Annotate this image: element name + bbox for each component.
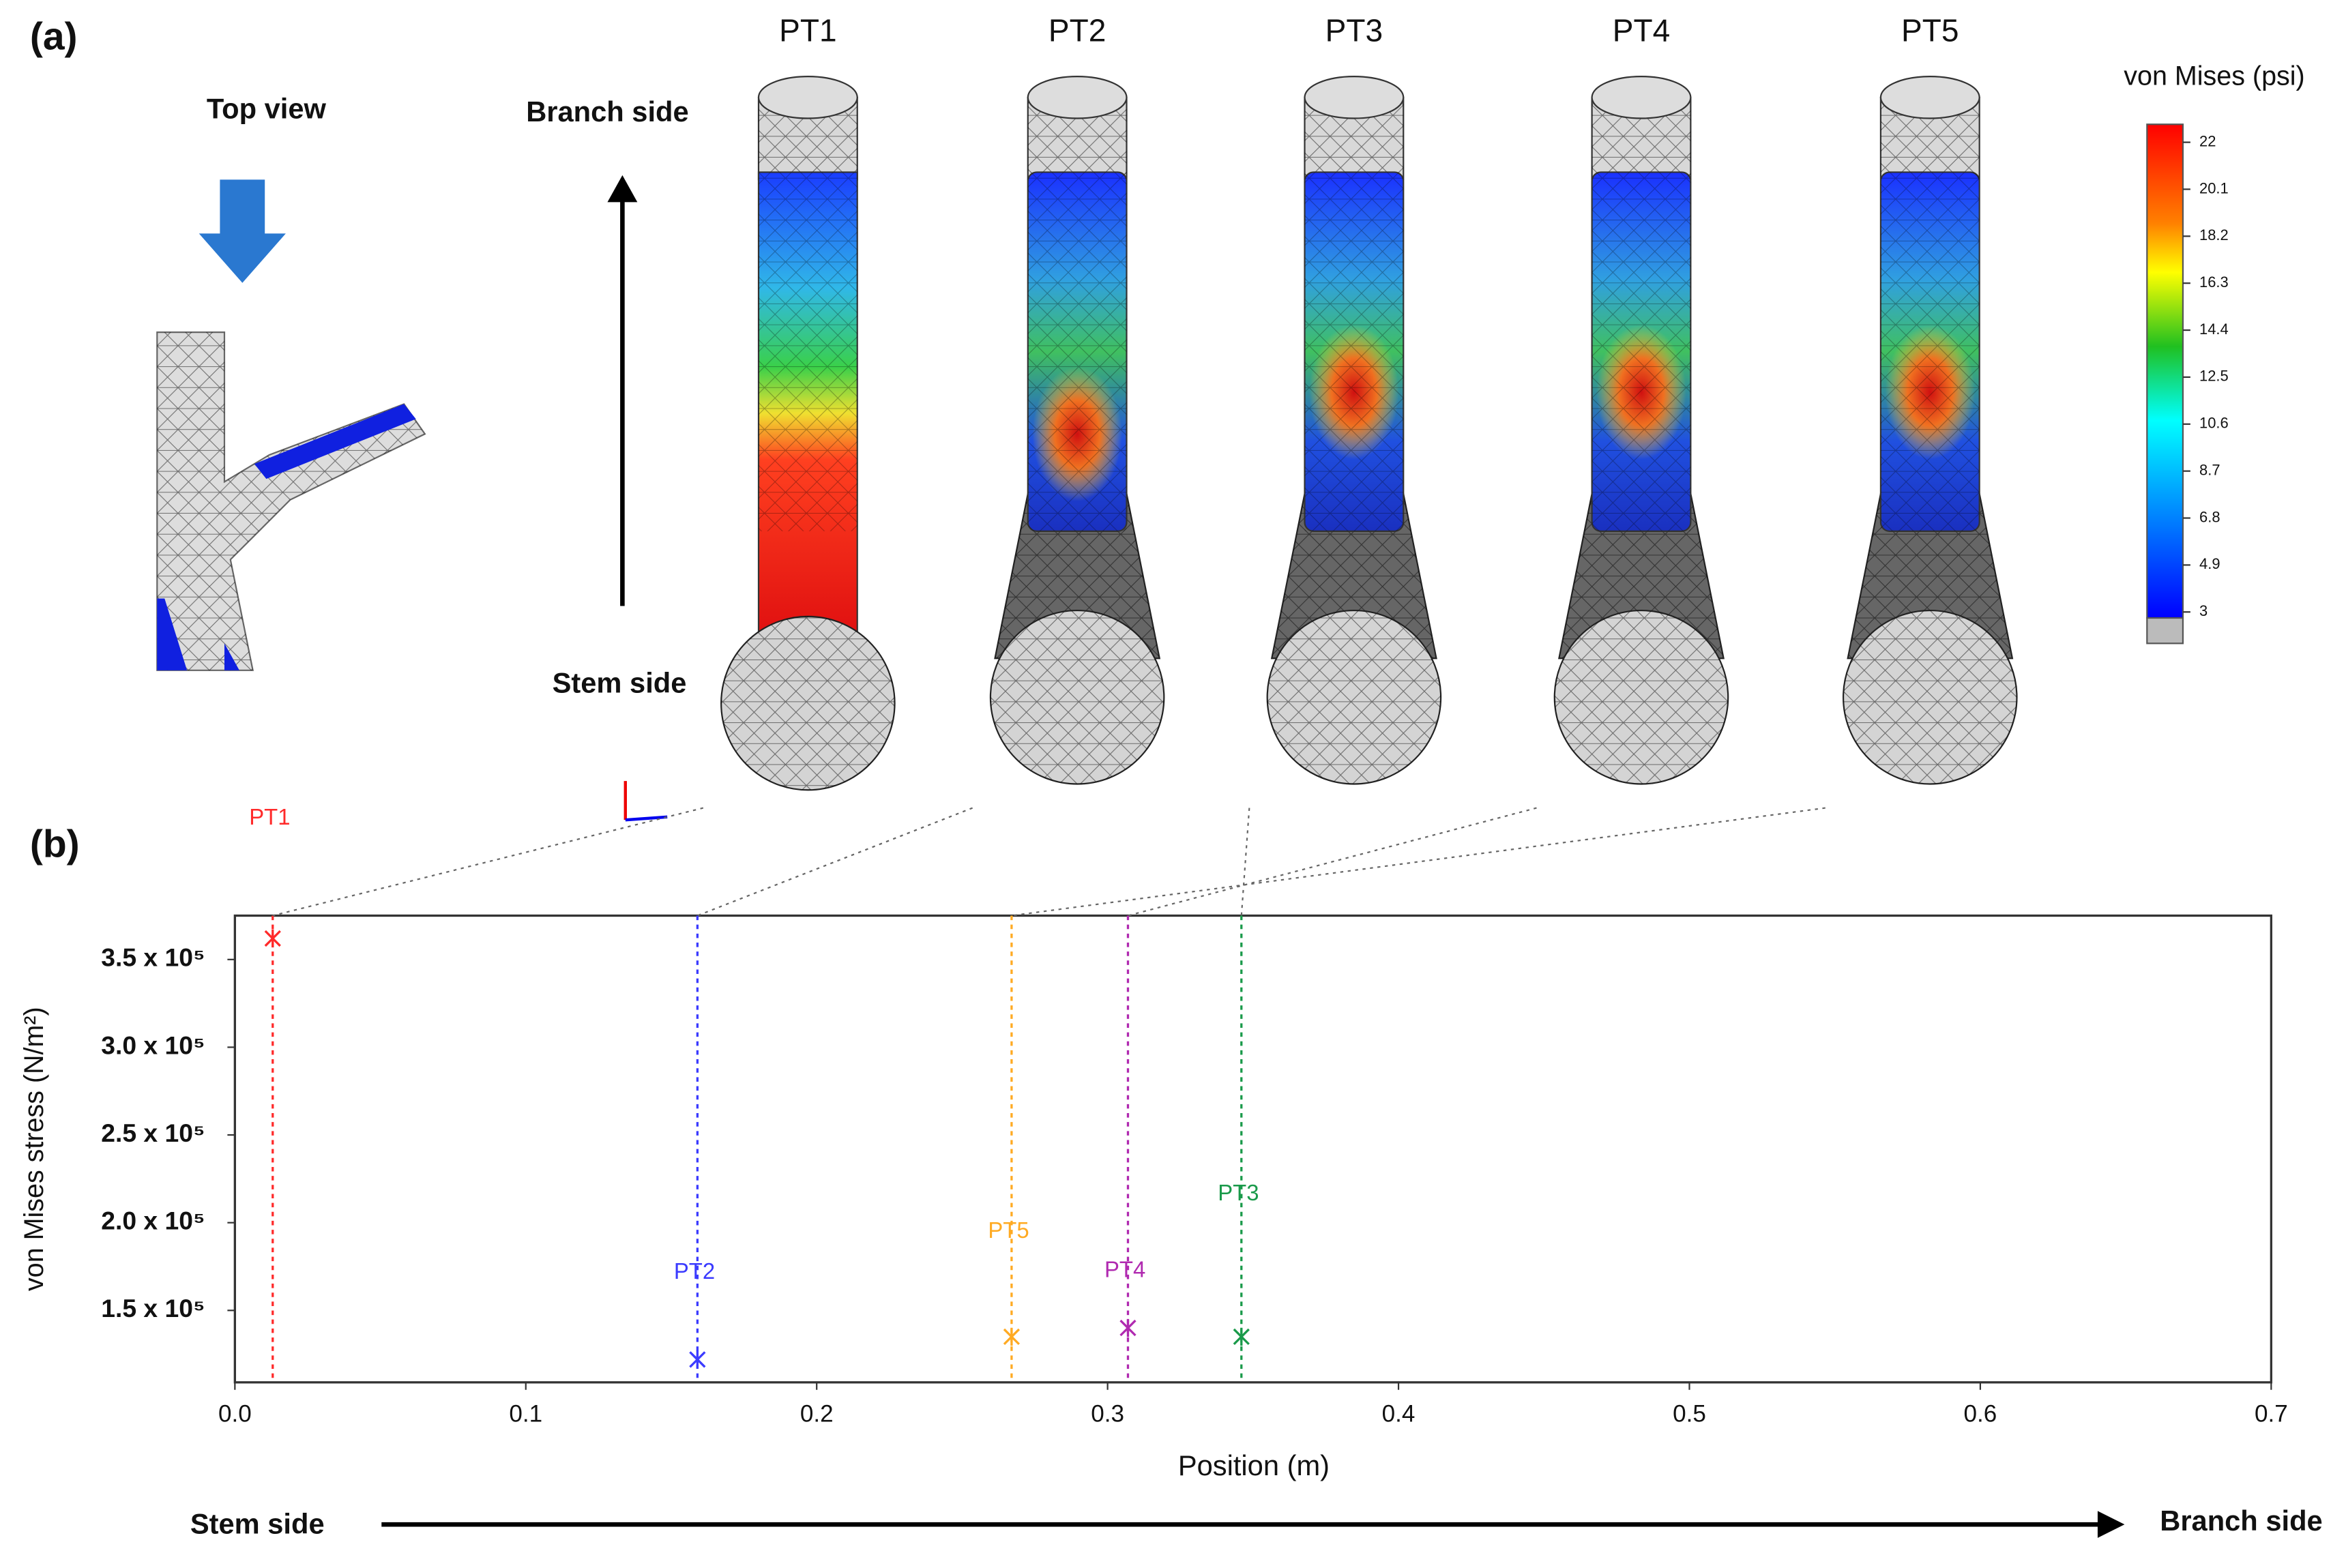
stem-side-label: Stem side [553,667,687,699]
branch-side-label: Branch side [526,95,688,128]
y-tick-label: 3.0 x 10⁵ [101,1031,205,1059]
y-tick-label: 1.5 x 10⁵ [101,1294,205,1322]
colorbar-tick-label: 4.9 [2199,555,2220,572]
stem-side-label: Stem side [190,1507,325,1539]
y-tick-label: 2.0 x 10⁵ [101,1207,205,1235]
rod-body-mesh [1592,172,1691,531]
x-tick-label: 0.0 [218,1400,252,1427]
rod-section-mesh [1843,610,2017,784]
point-title: PT2 [1049,13,1106,48]
connector [1128,807,1537,917]
colorbar-low [2146,617,2184,645]
rod-section-mesh [1554,610,1729,784]
connector [1011,807,1826,917]
rod-cap [1027,76,1128,119]
colorbar-tick-label: 12.5 [2199,368,2229,385]
rod-body-mesh [758,172,857,531]
x-tick-label: 0.6 [1964,1400,1997,1427]
colorbar-title: von Mises (psi) [2124,61,2304,91]
colorbar-tick-label: 3 [2199,602,2208,619]
rod-flare-mesh [1559,494,1724,659]
colorbar-tick-label: 8.7 [2199,461,2220,478]
colorbar-tick-label: 18.2 [2199,226,2229,243]
top-view-mesh [157,332,425,670]
data-point [689,1350,706,1369]
connector [1240,808,1250,916]
x-axis-label: Position (m) [1178,1449,1330,1481]
data-point [264,929,281,948]
y-axis-label: von Mises stress (N/m²) [19,1007,49,1291]
colorbar-tick-label: 10.6 [2199,415,2229,432]
rod-body-mesh [1027,172,1127,531]
colorbar [2146,123,2184,619]
arrow-icon [199,179,286,283]
x-tick-label: 0.3 [1091,1400,1124,1427]
rod-flare-mesh [995,494,1160,659]
panel-label: (a) [30,14,78,58]
rod-cap [1591,76,1692,119]
top-view-stress [157,404,416,670]
top-view-label: Top view [207,93,327,125]
rod-cap [1304,76,1405,119]
point-title: PT4 [1613,13,1670,48]
bottom-arrow-head [2097,1511,2125,1538]
point-label: PT3 [1218,1180,1259,1205]
axis-triad [625,815,668,822]
point-label: PT5 [988,1217,1029,1243]
rod-flare-mesh [1272,494,1437,659]
arrow-head [607,175,638,203]
panel-label: (b) [30,823,80,866]
x-tick-label: 0.4 [1382,1400,1416,1427]
rod-body-mesh [1880,172,1980,531]
connector [697,807,973,917]
point-title: PT5 [1901,13,1959,48]
rod-section-mesh [721,616,895,790]
data-point [1119,1318,1137,1337]
point-label: PT4 [1104,1256,1145,1282]
rod-cap [1879,76,1980,119]
data-point [1003,1327,1021,1346]
colorbar-tick-label: 6.8 [2199,508,2220,525]
y-tick-label: 2.5 x 10⁵ [101,1119,205,1147]
x-tick-label: 0.2 [800,1400,834,1427]
rod-section-mesh [990,610,1164,784]
colorbar-tick-label: 14.4 [2199,321,2229,338]
colorbar-tick-label: 20.1 [2199,179,2229,196]
point-label: PT2 [674,1258,715,1284]
colorbar-tick-label: 16.3 [2199,273,2229,291]
point-label: PT1 [249,804,290,829]
rod-body-mesh [1304,172,1404,531]
point-title: PT1 [779,13,836,48]
point-title: PT3 [1325,13,1383,48]
branch-side-label: Branch side [2160,1505,2322,1537]
data-point [1233,1327,1250,1346]
panel-a-graphics [156,175,668,822]
rod-flare-mesh [1847,494,2012,659]
y-tick-label: 3.5 x 10⁵ [101,943,205,972]
x-tick-label: 0.7 [2255,1400,2288,1427]
x-tick-label: 0.1 [509,1400,542,1427]
rod-cap [757,76,858,119]
x-tick-label: 0.5 [1673,1400,1706,1427]
connector [272,807,704,917]
plot-frame [233,914,2272,1384]
colorbar-tick-label: 22 [2199,132,2216,149]
rod-section-mesh [1267,610,1441,784]
